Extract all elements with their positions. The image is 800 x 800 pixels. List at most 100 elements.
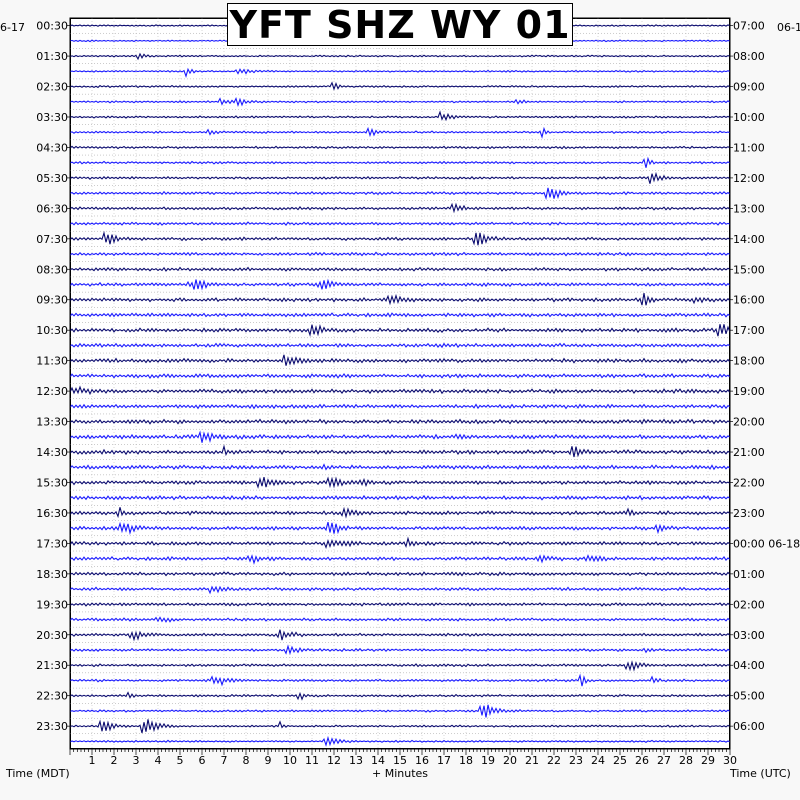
x-tick-label: 4 xyxy=(155,754,162,767)
right-time-label: 10:00 xyxy=(733,111,765,124)
trace-row xyxy=(69,660,731,672)
x-tick-label: 13 xyxy=(349,754,363,767)
right-time-label: 03:00 xyxy=(733,629,765,642)
trace-row xyxy=(69,126,731,139)
x-tick-label: 6 xyxy=(199,754,206,767)
trace-row xyxy=(69,418,731,425)
x-tick-label: 26 xyxy=(635,754,649,767)
x-tick-label: 15 xyxy=(393,754,407,767)
x-tick-label: 27 xyxy=(657,754,671,767)
trace-row xyxy=(69,571,731,577)
right-time-label: 12:00 xyxy=(733,172,765,185)
trace-row xyxy=(69,278,731,291)
y-axis-label-left: Time (MDT) xyxy=(6,767,70,780)
right-time-label: 21:00 xyxy=(733,446,765,459)
x-tick-label: 21 xyxy=(525,754,539,767)
trace-row xyxy=(69,96,731,108)
x-tick-label: 8 xyxy=(243,754,250,767)
trace-row xyxy=(69,673,731,687)
left-time-label: 06:30 xyxy=(36,202,68,215)
trace-row xyxy=(69,444,731,458)
y-axis-label-right: Time (UTC) xyxy=(730,767,791,780)
left-time-label: 13:30 xyxy=(36,416,68,429)
x-tick-label: 11 xyxy=(305,754,319,767)
trace-row xyxy=(69,187,731,201)
trace-row xyxy=(69,602,731,607)
right-time-label: 01:00 xyxy=(733,568,765,581)
trace-row xyxy=(69,403,731,410)
x-tick-label: 18 xyxy=(459,754,473,767)
trace-row xyxy=(69,230,731,246)
left-time-label: 12:30 xyxy=(36,385,68,398)
left-time-label: 14:30 xyxy=(36,446,68,459)
left-time-label: 23:30 xyxy=(36,720,68,733)
right-time-label: 22:00 xyxy=(733,476,765,489)
x-tick-label: 17 xyxy=(437,754,451,767)
trace-row xyxy=(69,476,731,489)
trace-row xyxy=(69,554,731,565)
x-tick-label: 20 xyxy=(503,754,517,767)
left-time-label: 04:30 xyxy=(36,141,68,154)
date-left-label: 6-17 xyxy=(0,21,25,34)
x-tick-label: 19 xyxy=(481,754,495,767)
left-time-label: 16:30 xyxy=(36,507,68,520)
trace-row xyxy=(69,110,731,122)
left-time-label: 10:30 xyxy=(36,324,68,337)
left-time-label: 03:30 xyxy=(36,111,68,124)
trace-row xyxy=(69,202,731,214)
trace-row xyxy=(69,145,731,150)
right-time-label: 02:00 xyxy=(733,598,765,611)
right-time-label: 18:00 xyxy=(733,355,765,368)
x-tick-label: 9 xyxy=(265,754,272,767)
right-time-label: 15:00 xyxy=(733,263,765,276)
right-time-label: 00:00 06-18 xyxy=(733,537,800,550)
left-time-label: 02:30 xyxy=(36,81,68,94)
trace-row xyxy=(69,81,731,91)
right-time-label: 23:00 xyxy=(733,507,765,520)
trace-row xyxy=(69,521,731,536)
trace-row xyxy=(69,585,731,595)
left-time-label: 07:30 xyxy=(36,233,68,246)
left-time-label: 08:30 xyxy=(36,263,68,276)
trace-row xyxy=(69,221,731,226)
x-tick-label: 30 xyxy=(723,754,737,767)
right-time-label: 17:00 xyxy=(733,324,765,337)
right-time-label: 07:00 xyxy=(733,20,765,33)
trace-row xyxy=(69,691,731,701)
left-time-label: 17:30 xyxy=(36,537,68,550)
trace-row xyxy=(69,373,731,380)
right-time-label: 06:00 xyxy=(733,720,765,733)
trace-row xyxy=(69,342,731,349)
trace-row xyxy=(69,266,731,272)
trace-row xyxy=(69,719,731,734)
left-time-label: 19:30 xyxy=(36,598,68,611)
x-tick-label: 14 xyxy=(371,754,385,767)
trace-row xyxy=(69,156,731,168)
x-tick-label: 2 xyxy=(111,754,118,767)
x-tick-label: 7 xyxy=(221,754,228,767)
trace-row xyxy=(69,323,731,337)
trace-row xyxy=(69,704,731,718)
x-tick-label: 5 xyxy=(177,754,184,767)
trace-row xyxy=(69,506,731,519)
left-time-label: 18:30 xyxy=(36,568,68,581)
right-time-label: 20:00 xyxy=(733,416,765,429)
x-tick-label: 23 xyxy=(569,754,583,767)
left-time-label: 01:30 xyxy=(36,50,68,63)
x-tick-label: 10 xyxy=(283,754,297,767)
date-right-label: 06-1 xyxy=(777,21,800,34)
x-tick-label: 16 xyxy=(415,754,429,767)
trace-row xyxy=(69,171,731,184)
right-time-label: 19:00 xyxy=(733,385,765,398)
trace-row xyxy=(69,463,731,471)
trace-row xyxy=(69,67,731,78)
trace-row xyxy=(69,494,731,501)
left-time-label: 15:30 xyxy=(36,476,68,489)
x-tick-label: 24 xyxy=(591,754,605,767)
left-time-label: 22:30 xyxy=(36,690,68,703)
left-time-label: 05:30 xyxy=(36,172,68,185)
right-time-label: 05:00 xyxy=(733,690,765,703)
left-time-label: 21:30 xyxy=(36,659,68,672)
trace-row xyxy=(69,616,731,623)
trace-row xyxy=(69,644,731,656)
